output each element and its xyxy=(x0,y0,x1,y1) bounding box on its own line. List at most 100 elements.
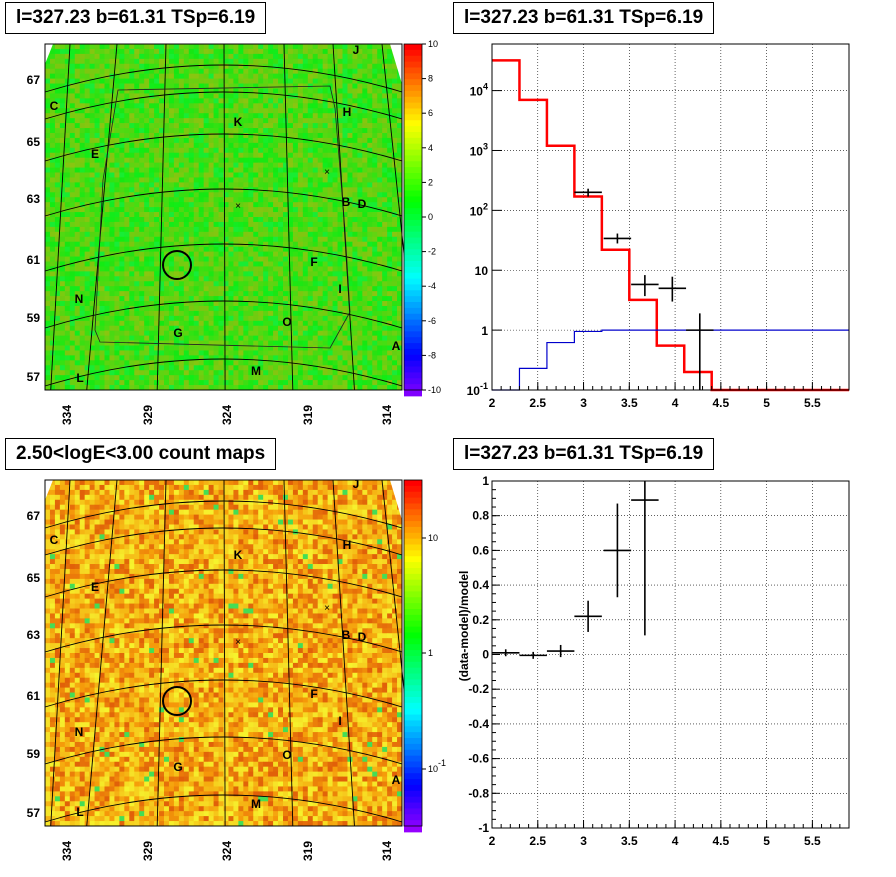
colorbar-cell xyxy=(404,50,422,56)
colorbar-cell xyxy=(404,67,422,73)
colorbar-cell xyxy=(404,691,422,697)
colorbar-tick-label: 4 xyxy=(428,143,433,153)
y-tick-label: 1 xyxy=(482,474,489,488)
lat-tick-label: 59 xyxy=(27,311,41,325)
x-tick-label: 2 xyxy=(489,396,496,410)
plot-area xyxy=(492,44,849,390)
source-label-n: N xyxy=(75,292,84,306)
source-label-c: C xyxy=(50,533,59,547)
source-label-c: C xyxy=(50,99,59,113)
colorbar-tick-label: 10-1 xyxy=(428,758,446,774)
source-label-n: N xyxy=(75,725,84,739)
x-tick-label: 3.5 xyxy=(621,396,638,410)
source-label-k: K xyxy=(234,115,243,129)
source-label-g: G xyxy=(173,760,182,774)
lon-tick-label: 314 xyxy=(380,405,394,425)
source-label-e: E xyxy=(91,147,99,161)
colorbar-cell xyxy=(404,232,422,238)
colorbar-tick-label: -8 xyxy=(428,350,436,360)
source-label-a: A xyxy=(392,773,401,787)
source-label-d: D xyxy=(358,630,367,644)
colorbar-cell xyxy=(404,261,422,267)
colorbar-cell xyxy=(404,521,422,527)
colorbar-cell xyxy=(404,349,422,355)
colorbar-cell xyxy=(404,591,422,597)
x-tick-label: 5 xyxy=(763,396,770,410)
colorbar-cell xyxy=(404,580,422,586)
colorbar-cell xyxy=(404,384,422,390)
y-axis-label: (data-model)/model xyxy=(457,571,471,682)
source-label-k: K xyxy=(234,548,243,562)
bl-title: 2.50<logE<3.00 count maps xyxy=(5,438,276,470)
lon-tick-label: 334 xyxy=(60,405,74,425)
colorbar-tick-label: 10 xyxy=(428,533,438,543)
colorbar-cell xyxy=(404,785,422,791)
colorbar-cell xyxy=(404,627,422,633)
colorbar-cell xyxy=(404,791,422,797)
y-tick-label: 0.2 xyxy=(472,613,489,627)
lat-tick-label: 57 xyxy=(27,806,41,820)
colorbar-cell xyxy=(404,668,422,674)
colorbar-cell xyxy=(404,609,422,615)
x-tick-label: 3 xyxy=(580,834,587,848)
colorbar-cell xyxy=(404,85,422,91)
colorbar-cell xyxy=(404,279,422,285)
y-tick-label: 0.6 xyxy=(472,543,489,557)
colorbar-cell xyxy=(404,308,422,314)
colorbar-cell xyxy=(404,302,422,308)
colorbar-cell xyxy=(404,480,422,486)
colorbar-cell xyxy=(404,355,422,361)
cross-marker: × xyxy=(324,167,330,178)
map-pixels xyxy=(45,480,402,826)
y-tick-label: 0 xyxy=(482,648,489,662)
lon-tick-label: 324 xyxy=(220,405,234,425)
colorbar-cell xyxy=(404,527,422,533)
colorbar-cell xyxy=(404,650,422,656)
colorbar-tick-label: 1 xyxy=(428,648,433,658)
colorbar-cell xyxy=(404,545,422,551)
x-tick-label: 3 xyxy=(580,396,587,410)
y-tick-label: -0.4 xyxy=(468,717,489,731)
colorbar-cell xyxy=(404,603,422,609)
source-label-o: O xyxy=(282,315,291,329)
colorbar-cell xyxy=(404,556,422,562)
colorbar-cell xyxy=(404,814,422,820)
colorbar-cell xyxy=(404,320,422,326)
colorbar-tick-label: 0 xyxy=(428,212,433,222)
source-label-j: J xyxy=(353,477,360,491)
colorbar-tick-label: 10 xyxy=(428,39,438,49)
x-tick-label: 2.5 xyxy=(529,834,546,848)
lon-tick-label: 319 xyxy=(301,841,315,861)
br-title: l=327.23 b=61.31 TSp=6.19 xyxy=(453,438,714,470)
colorbar-cell xyxy=(404,267,422,273)
colorbar-cell xyxy=(404,226,422,232)
colorbar-cell xyxy=(404,539,422,545)
lat-tick-label: 57 xyxy=(27,370,41,384)
lon-tick-label: 319 xyxy=(301,405,315,425)
colorbar-cell xyxy=(404,372,422,378)
colorbar-cell xyxy=(404,79,422,85)
colorbar-cell xyxy=(404,697,422,703)
colorbar-cell xyxy=(404,220,422,226)
x-tick-label: 5.5 xyxy=(804,396,821,410)
colorbar-cell xyxy=(404,726,422,732)
colorbar-cell xyxy=(404,196,422,202)
colorbar-cell xyxy=(404,202,422,208)
colorbar-cell xyxy=(404,273,422,279)
lat-tick-label: 67 xyxy=(27,509,41,523)
colorbar-cell xyxy=(404,138,422,144)
colorbar-cell xyxy=(404,97,422,103)
y-tick-label: 102 xyxy=(470,201,488,218)
colorbar-cell xyxy=(404,91,422,97)
y-tick-label: 104 xyxy=(470,82,488,99)
colorbar-cell xyxy=(404,132,422,138)
x-tick-label: 5 xyxy=(763,834,770,848)
lon-tick-label: 329 xyxy=(141,841,155,861)
colorbar-cell xyxy=(404,797,422,803)
tr-title: l=327.23 b=61.31 TSp=6.19 xyxy=(453,2,714,34)
colorbar-cell xyxy=(404,343,422,349)
y-tick-label: -0.8 xyxy=(468,786,489,800)
source-label-f: F xyxy=(310,255,317,269)
